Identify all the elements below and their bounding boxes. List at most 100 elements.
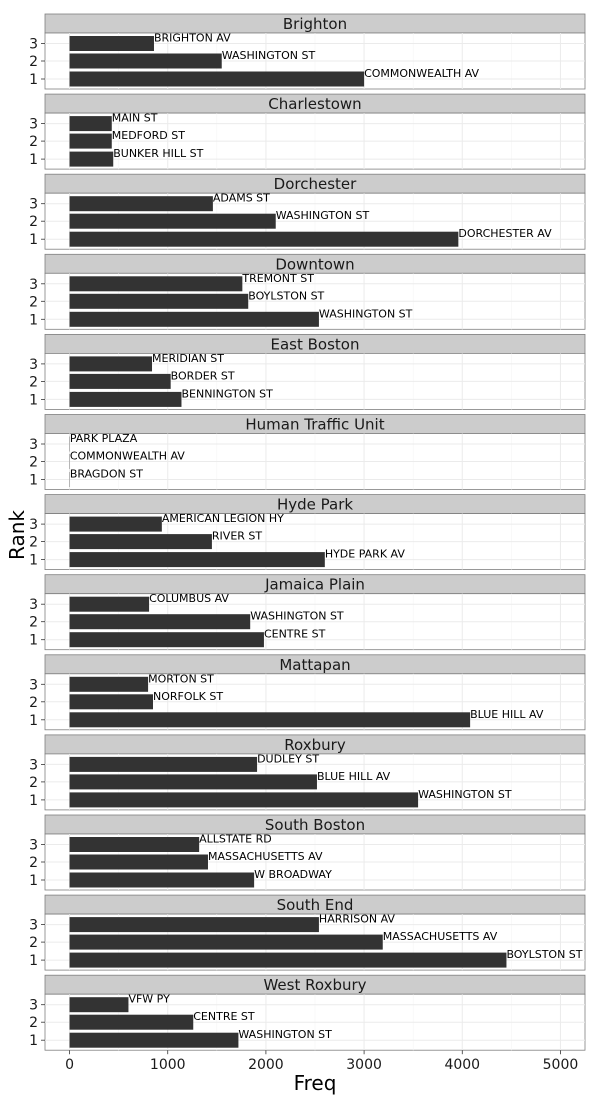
y-tick-label: 1 (29, 312, 38, 328)
y-tick-label: 3 (29, 117, 38, 133)
y-tick-label: 2 (29, 535, 38, 551)
bar (69, 1032, 239, 1048)
x-tick-label: 1000 (150, 1057, 186, 1073)
bar-label: MERIDIAN ST (152, 352, 224, 365)
bar-label: MORTON ST (148, 672, 214, 685)
y-tick-label: 3 (29, 517, 38, 533)
facet-human-traffic-unit: Human Traffic Unit 1 2 3 BRAGDON ST COMMONWEA… (29, 414, 586, 490)
bar-label: MEDFORD ST (112, 129, 185, 142)
facet-south-boston: South Boston 1 23 W BROADWAY MASSACHUSETTS A… (29, 814, 586, 891)
x-tick-label: 3000 (346, 1057, 382, 1073)
bar (69, 872, 255, 888)
facet-strip-label: West Roxbury (263, 976, 366, 994)
bar-label: BENNINGTON ST (181, 387, 273, 400)
bar-label: HARRISON AV (319, 913, 396, 926)
x-tick-label: 4000 (444, 1057, 480, 1073)
facet-west-roxbury: West Roxbury 1 23 WASHINGTON ST CENTRE ST VFW… (29, 974, 586, 1051)
bar-label: ADAMS ST (213, 192, 270, 205)
bar (69, 196, 213, 212)
facet-jamaica-plain: Jamaica Plain 1 2 3 CENTRE ST WASHINGTON ST CO… (29, 574, 586, 651)
y-tick-label: 2 (29, 374, 38, 390)
y-tick-label: 3 (29, 37, 38, 53)
y-tick-label: 1 (29, 152, 38, 168)
y-tick-label: 1 (29, 1033, 38, 1049)
y-tick-label: 2 (29, 134, 38, 150)
y-tick-label: 2 (29, 214, 38, 230)
bar (69, 614, 251, 630)
facet-mattapan: Mattapan 1 2 3 BLUE HILL AV NORFOLK ST MORTON … (29, 654, 586, 731)
bar (69, 1014, 194, 1030)
y-tick-label: 2 (29, 935, 38, 951)
facet-strip-label: Roxbury (284, 736, 346, 754)
facet-strip-label: South End (277, 896, 354, 914)
bar-label: HYDE PARK AV (325, 548, 406, 561)
y-tick-label: 3 (29, 597, 38, 613)
facet-strip-label: Dorchester (274, 175, 357, 193)
bar (69, 596, 150, 612)
bar (69, 534, 212, 550)
y-tick-label: 1 (29, 713, 38, 729)
y-tick-label: 1 (29, 873, 38, 889)
facet-strip-label: Jamaica Plain (264, 576, 365, 594)
y-tick-label: 1 (29, 953, 38, 969)
facet-dorchester: Dorchester 1 23 DORCHESTER AV WASHINGTON ST A… (29, 173, 586, 250)
bar (69, 213, 276, 229)
bar (69, 373, 171, 389)
bar (69, 997, 129, 1013)
bar-label: PARK PLAZA (70, 432, 138, 445)
bar (69, 116, 112, 132)
bar (69, 952, 507, 968)
facet-east-boston: East Boston 1 23 BENNINGTON ST BORDER ST MERI… (29, 333, 586, 410)
bar-label: WASHINGTON ST (238, 1028, 332, 1041)
bar (69, 756, 258, 772)
facet-strip-label: Charlestown (268, 95, 361, 113)
facet-hyde-park: Hyde Park 1 2 3 HYDE PARK AV RIVER ST AMERICAN… (29, 494, 586, 570)
bar (69, 676, 149, 692)
x-axis-title: Freq (294, 1071, 337, 1095)
y-tick-label: 3 (29, 277, 38, 293)
facet-roxbury: Roxbury 1 2 3 WASHINGTON ST BLUE HILL AV DUDLE… (29, 734, 586, 811)
bar-label: COMMONWEALTH AV (364, 67, 479, 80)
bar-label: COMMONWEALTH AV (70, 450, 185, 463)
y-tick-label: 3 (29, 357, 38, 373)
bar-label: DUDLEY ST (257, 752, 319, 765)
bar (69, 694, 153, 710)
bar-label: COLUMBUS AV (149, 592, 229, 605)
y-tick-label: 2 (29, 855, 38, 871)
bar-label: WASHINGTON ST (418, 788, 512, 801)
facet-strip-label: Human Traffic Unit (245, 416, 384, 434)
bar (69, 36, 154, 51)
y-tick-label: 3 (29, 998, 38, 1014)
y-tick-label: 1 (29, 793, 38, 809)
bar-label: BOYLSTON ST (248, 289, 324, 302)
bar-label: BUNKER HILL ST (113, 147, 203, 160)
y-tick-label: 3 (29, 757, 38, 773)
bar (69, 53, 222, 69)
bar-label: WASHINGTON ST (222, 49, 316, 62)
y-tick-label: 1 (29, 232, 38, 248)
bar (69, 712, 471, 728)
y-tick-label: 1 (29, 72, 38, 88)
x-axis: 0 1000 2000 3000 4000 5000 (65, 1050, 578, 1073)
facet-strip-label: Downtown (275, 255, 354, 273)
bar (69, 311, 319, 327)
y-tick-label: 1 (29, 633, 38, 649)
bar-label: TREMONT ST (241, 272, 314, 285)
bar-label: RIVER ST (212, 530, 262, 543)
bar-label: BOYLSTON ST (506, 948, 582, 961)
y-tick-label: 3 (29, 838, 38, 854)
bar (69, 934, 383, 950)
facet-brighton: Brighton 1 23 COMMONWEALTH AV WASHINGTON ST B… (29, 13, 586, 90)
x-tick-label: 2000 (248, 1057, 284, 1073)
bar-label: MASSACHUSETTS AV (383, 930, 498, 943)
y-tick-label: 2 (29, 1015, 38, 1031)
bar-label: NORFOLK ST (153, 690, 223, 703)
bar-label: CENTRE ST (193, 1010, 255, 1023)
bar-label: BLUE HILL AV (317, 770, 391, 783)
x-tick-label: 0 (65, 1057, 74, 1073)
bar (69, 792, 419, 808)
bar (69, 293, 249, 309)
y-tick-label: 2 (29, 775, 38, 791)
bar-label: WASHINGTON ST (319, 307, 413, 320)
y-tick-label: 1 (29, 473, 38, 489)
